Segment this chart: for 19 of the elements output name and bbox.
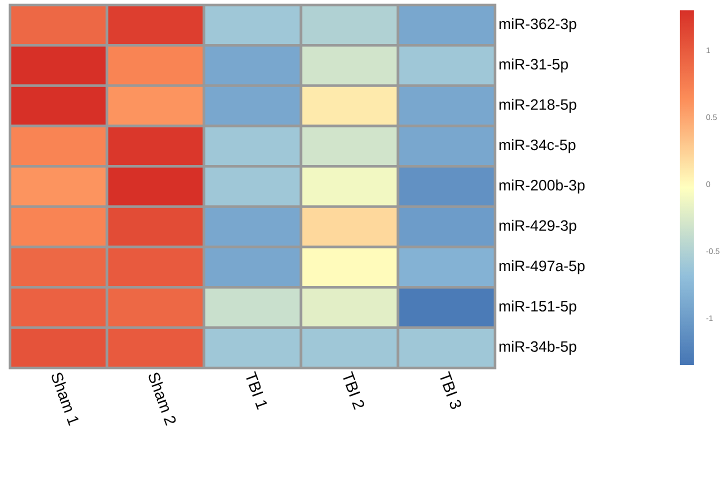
x-tick-label: TBI 1 xyxy=(246,371,268,410)
x-tick-label: Sham 2 xyxy=(148,372,176,426)
y-tick-label: miR-218-5p xyxy=(500,98,576,113)
y-tick-label: miR-429-3p xyxy=(500,220,576,234)
y-tick-label: miR-200b-3p xyxy=(500,180,585,194)
x-tick-label: TBI 2 xyxy=(343,371,364,410)
y-tick-label: miR-34c-5p xyxy=(500,139,576,154)
y-tick-label: miR-151-5p xyxy=(500,300,576,314)
x-tick-label: Sham 1 xyxy=(52,372,79,426)
color-bar-label: 0 xyxy=(706,181,710,188)
y-tick-label: miR-34b-5p xyxy=(500,340,576,355)
y-tick-label: miR-497a-5p xyxy=(500,260,585,274)
color-bar-label: -1 xyxy=(706,315,713,321)
color-bar-label: 1 xyxy=(706,48,710,54)
y-tick-label: miR-31-5p xyxy=(500,58,568,72)
y-tick-label: miR-362-3p xyxy=(500,18,576,32)
x-tick-label: TBI 3 xyxy=(440,371,462,410)
color-bar-label: -0.5 xyxy=(706,248,720,254)
color-bar-label: 0.5 xyxy=(706,114,717,120)
